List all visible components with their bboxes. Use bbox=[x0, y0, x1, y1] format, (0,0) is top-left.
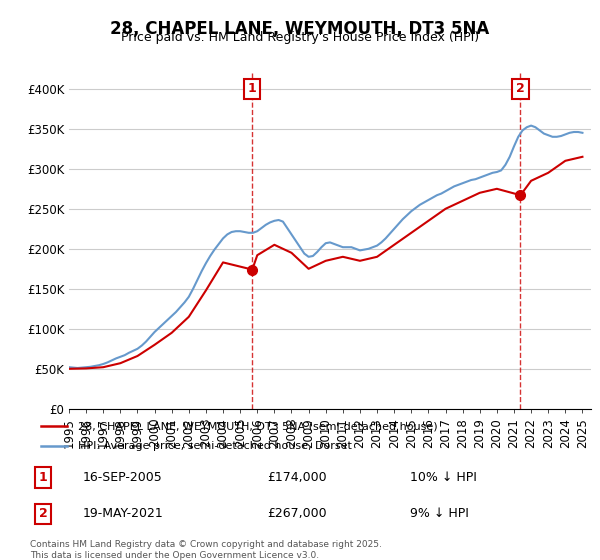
Text: £267,000: £267,000 bbox=[268, 507, 327, 520]
Text: 28, CHAPEL LANE, WEYMOUTH, DT3 5NA: 28, CHAPEL LANE, WEYMOUTH, DT3 5NA bbox=[110, 20, 490, 38]
Text: 16-SEP-2005: 16-SEP-2005 bbox=[83, 471, 163, 484]
Text: 28, CHAPEL LANE, WEYMOUTH, DT3 5NA (semi-detached house): 28, CHAPEL LANE, WEYMOUTH, DT3 5NA (semi… bbox=[77, 421, 437, 431]
Text: 1: 1 bbox=[39, 471, 47, 484]
Text: HPI: Average price, semi-detached house, Dorset: HPI: Average price, semi-detached house,… bbox=[77, 441, 352, 451]
Text: 10% ↓ HPI: 10% ↓ HPI bbox=[410, 471, 477, 484]
Text: 9% ↓ HPI: 9% ↓ HPI bbox=[410, 507, 469, 520]
Text: 2: 2 bbox=[516, 82, 525, 95]
Text: 2: 2 bbox=[39, 507, 47, 520]
Text: Price paid vs. HM Land Registry's House Price Index (HPI): Price paid vs. HM Land Registry's House … bbox=[121, 31, 479, 44]
Text: £174,000: £174,000 bbox=[268, 471, 327, 484]
Text: Contains HM Land Registry data © Crown copyright and database right 2025.
This d: Contains HM Land Registry data © Crown c… bbox=[30, 540, 382, 560]
Text: 19-MAY-2021: 19-MAY-2021 bbox=[83, 507, 164, 520]
Text: 1: 1 bbox=[248, 82, 257, 95]
